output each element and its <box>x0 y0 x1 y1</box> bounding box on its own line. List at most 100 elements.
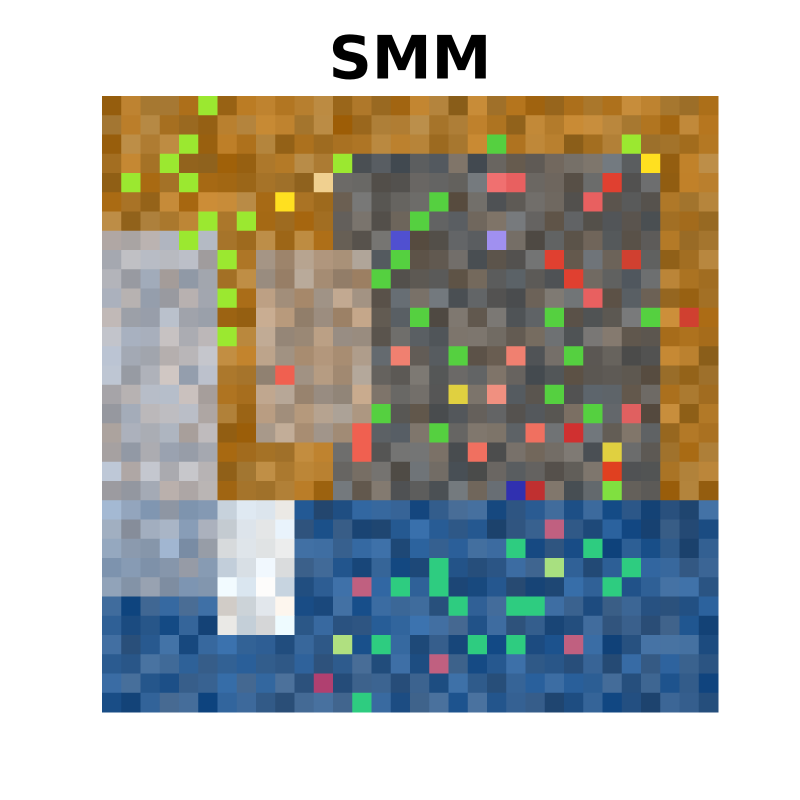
pixel <box>698 96 719 116</box>
pixel <box>621 577 642 597</box>
pixel <box>102 442 122 463</box>
pixel <box>487 192 507 212</box>
pixel <box>333 654 353 674</box>
pixel <box>121 230 141 251</box>
pixel <box>429 153 449 174</box>
pixel <box>352 404 372 424</box>
pixel <box>641 654 661 674</box>
pixel <box>506 115 526 135</box>
pixel <box>641 692 661 713</box>
pixel <box>313 577 334 597</box>
pixel <box>179 365 199 386</box>
pixel <box>159 288 180 309</box>
pixel <box>525 538 546 559</box>
pixel <box>544 307 565 328</box>
pixel <box>390 635 411 655</box>
pixel <box>275 327 295 347</box>
pixel <box>371 192 392 212</box>
pixel <box>583 500 603 520</box>
pixel <box>294 230 315 251</box>
pixel <box>371 481 392 501</box>
pixel <box>275 615 295 636</box>
pixel <box>333 673 353 694</box>
pixel <box>698 442 719 463</box>
pixel <box>198 635 218 655</box>
pixel <box>390 173 411 193</box>
pixel <box>352 96 372 116</box>
pixel <box>467 134 488 155</box>
pixel <box>256 192 276 212</box>
pixel <box>544 346 565 366</box>
pixel <box>621 115 642 135</box>
pixel <box>217 654 238 674</box>
pixel <box>140 307 161 328</box>
pixel <box>371 615 392 636</box>
pixel <box>352 384 372 405</box>
pixel <box>467 327 488 347</box>
pixel <box>410 442 430 463</box>
pixel <box>313 673 334 694</box>
pixel <box>352 500 372 520</box>
pixel <box>333 327 353 347</box>
pixel <box>256 500 276 520</box>
pixel <box>410 327 430 347</box>
pixel <box>198 615 218 636</box>
pixel <box>564 346 584 366</box>
pixel <box>352 423 372 443</box>
pixel <box>410 423 430 443</box>
pixel <box>429 307 449 328</box>
pixel <box>641 596 661 617</box>
pixel <box>583 538 603 559</box>
pixel <box>602 577 623 597</box>
pixel <box>217 269 238 289</box>
pixel <box>525 654 546 674</box>
pixel <box>159 538 180 559</box>
pixel <box>544 673 565 694</box>
pixel <box>256 404 276 424</box>
pixel <box>256 538 276 559</box>
pixel <box>602 384 623 405</box>
pixel <box>217 519 238 540</box>
pixel <box>217 134 238 155</box>
pixel <box>583 173 603 193</box>
pixel <box>544 577 565 597</box>
pixel <box>121 192 141 212</box>
pixel <box>236 134 257 155</box>
pixel <box>448 327 469 347</box>
pixel <box>621 538 642 559</box>
pixel <box>371 96 392 116</box>
pixel <box>467 596 488 617</box>
pixel <box>121 346 141 366</box>
pixel <box>256 423 276 443</box>
pixel <box>333 250 353 270</box>
pixel <box>159 673 180 694</box>
pixel <box>583 461 603 482</box>
pixel <box>121 250 141 270</box>
pixel <box>217 442 238 463</box>
pixel <box>390 346 411 366</box>
pixel <box>256 365 276 386</box>
pixel <box>410 307 430 328</box>
pixel <box>390 615 411 636</box>
pixel <box>679 577 700 597</box>
pixel <box>294 346 315 366</box>
pixel <box>679 115 700 135</box>
pixel <box>313 346 334 366</box>
pixel <box>236 346 257 366</box>
pixel <box>660 404 680 424</box>
pixel <box>179 153 199 174</box>
pixel <box>140 577 161 597</box>
pixel <box>159 96 180 116</box>
pixel <box>448 153 469 174</box>
pixel <box>660 250 680 270</box>
pixel <box>256 307 276 328</box>
pixel <box>275 288 295 309</box>
pixel <box>583 384 603 405</box>
pixel <box>294 327 315 347</box>
pixel <box>371 269 392 289</box>
pixel <box>660 538 680 559</box>
pixel <box>159 558 180 578</box>
pixel <box>660 577 680 597</box>
pixel <box>256 615 276 636</box>
pixel <box>429 173 449 193</box>
